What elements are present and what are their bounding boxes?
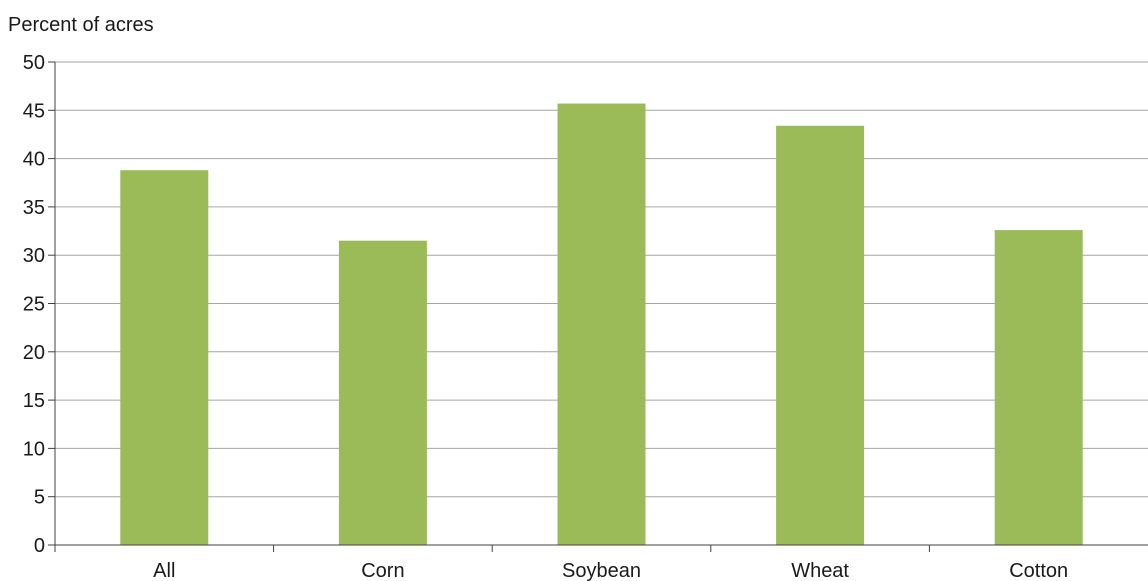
y-tick-label-0: 0 xyxy=(34,535,45,557)
y-tick-label-20: 20 xyxy=(23,342,45,364)
y-tick-label-10: 10 xyxy=(23,438,45,460)
x-tick-labels: All Corn Soybean Wheat Cotton xyxy=(153,560,1068,581)
y-tick-label-40: 40 xyxy=(23,149,45,171)
y-tick-label-15: 15 xyxy=(23,390,45,412)
y-tick-labels: 0 5 10 15 20 25 30 35 40 45 50 xyxy=(23,52,45,557)
x-tick-label-cotton: Cotton xyxy=(1009,560,1068,581)
bar-cotton xyxy=(995,230,1083,545)
y-tick-label-35: 35 xyxy=(23,197,45,219)
bar-all xyxy=(120,170,208,545)
bar-wheat xyxy=(776,126,864,545)
y-tick-label-45: 45 xyxy=(23,100,45,122)
y-tick-label-30: 30 xyxy=(23,245,45,267)
y-tick-label-25: 25 xyxy=(23,294,45,316)
y-tick-label-5: 5 xyxy=(34,487,45,509)
y-tick-label-50: 50 xyxy=(23,52,45,74)
x-tick-label-corn: Corn xyxy=(361,560,404,581)
x-tick-label-all: All xyxy=(153,560,175,581)
bar-soybean xyxy=(558,104,646,545)
bar-corn xyxy=(339,241,427,545)
x-tick-label-wheat: Wheat xyxy=(791,560,849,581)
bars xyxy=(120,104,1082,545)
x-tick-label-soybean: Soybean xyxy=(562,560,641,581)
y-axis-label: Percent of acres xyxy=(8,14,154,36)
